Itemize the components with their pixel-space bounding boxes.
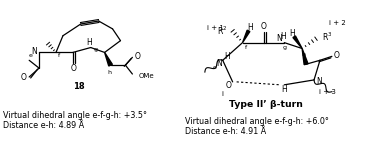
Text: g: g	[94, 47, 98, 52]
Polygon shape	[243, 30, 250, 43]
Text: N: N	[276, 34, 282, 43]
Text: H: H	[281, 85, 287, 94]
Text: O: O	[226, 81, 232, 90]
Text: i + 3: i + 3	[319, 89, 336, 95]
Text: Distance e-h: 4.89 Å: Distance e-h: 4.89 Å	[3, 121, 85, 130]
Text: H: H	[247, 23, 253, 32]
Text: N: N	[31, 47, 37, 56]
Text: e: e	[28, 53, 32, 58]
Text: O: O	[260, 22, 266, 31]
Text: $\mathregular{R^2}$: $\mathregular{R^2}$	[217, 25, 228, 37]
Text: i + 1: i + 1	[207, 25, 224, 31]
Text: i: i	[222, 91, 224, 97]
Polygon shape	[105, 52, 112, 66]
Text: H: H	[289, 29, 295, 38]
Text: h: h	[108, 70, 112, 75]
Text: $\mathregular{R^3}$: $\mathregular{R^3}$	[322, 31, 332, 43]
Polygon shape	[293, 36, 302, 48]
Text: i + 2: i + 2	[329, 20, 346, 26]
Text: 18: 18	[73, 82, 85, 91]
Text: e: e	[213, 65, 217, 70]
Text: Distance e-h: 4.91 Å: Distance e-h: 4.91 Å	[185, 127, 266, 136]
Text: H: H	[224, 52, 230, 61]
Text: O: O	[134, 52, 140, 61]
Text: H: H	[280, 32, 286, 41]
Text: Virtual dihedral angle e-f-g-h: +3.5°: Virtual dihedral angle e-f-g-h: +3.5°	[3, 111, 147, 120]
Text: O: O	[334, 51, 340, 60]
Text: O: O	[20, 73, 26, 82]
Text: N: N	[216, 59, 221, 68]
Text: f: f	[244, 45, 247, 50]
Text: N: N	[316, 77, 322, 86]
Text: H: H	[86, 38, 92, 47]
Polygon shape	[302, 48, 308, 65]
Text: g: g	[282, 45, 286, 50]
Text: h: h	[301, 52, 305, 57]
Text: Type II’ β-turn: Type II’ β-turn	[229, 100, 303, 109]
Text: Virtual dihedral angle e-f-g-h: +6.0°: Virtual dihedral angle e-f-g-h: +6.0°	[185, 117, 329, 126]
Text: OMe: OMe	[138, 73, 154, 79]
Text: f: f	[58, 53, 60, 58]
Text: O: O	[71, 64, 77, 73]
